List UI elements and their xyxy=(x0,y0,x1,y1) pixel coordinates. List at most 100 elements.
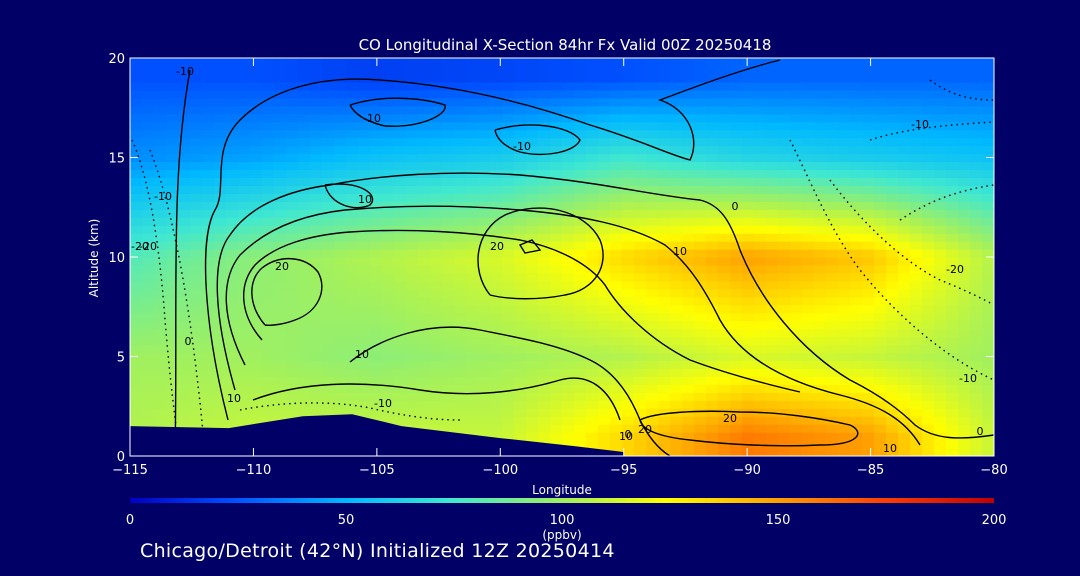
field-cell xyxy=(262,392,275,401)
field-cell xyxy=(178,217,191,226)
field-cell xyxy=(778,249,791,258)
field-cell xyxy=(574,280,587,290)
field-cell xyxy=(238,73,251,83)
field-cell xyxy=(718,272,731,282)
field-cell xyxy=(142,97,155,107)
field-cell xyxy=(898,320,911,330)
field-cell xyxy=(202,97,215,107)
field-cell xyxy=(346,320,359,330)
field-cell xyxy=(586,177,599,186)
field-cell xyxy=(958,424,971,433)
field-cell xyxy=(646,129,659,139)
field-cell xyxy=(934,249,947,258)
field-cell xyxy=(574,97,587,107)
field-cell xyxy=(226,272,239,282)
field-cell xyxy=(250,73,263,83)
field-cell xyxy=(166,257,179,266)
field-cell xyxy=(502,288,515,298)
field-cell xyxy=(718,392,731,401)
field-cell xyxy=(886,280,899,290)
field-cell xyxy=(370,336,383,346)
field-cell xyxy=(682,344,695,354)
field-cell xyxy=(598,121,611,131)
field-cell xyxy=(862,177,875,186)
field-cell xyxy=(826,392,839,401)
field-cell xyxy=(178,65,191,75)
field-cell xyxy=(262,193,275,202)
field-cell xyxy=(178,304,191,314)
field-cell xyxy=(718,121,731,131)
field-cell xyxy=(250,121,263,131)
field-cell xyxy=(634,440,647,449)
field-cell xyxy=(934,424,947,433)
field-cell xyxy=(742,296,755,306)
field-cell xyxy=(934,217,947,226)
field-cell xyxy=(706,264,719,274)
field-cell xyxy=(334,408,347,417)
field-cell xyxy=(874,296,887,306)
field-cell xyxy=(706,408,719,417)
field-cell xyxy=(898,121,911,131)
field-cell xyxy=(838,312,851,322)
field-cell xyxy=(346,217,359,226)
field-cell xyxy=(778,153,791,163)
field-cell xyxy=(610,73,623,83)
field-cell xyxy=(982,312,994,322)
field-cell xyxy=(346,272,359,282)
field-cell xyxy=(454,352,467,362)
field-cell xyxy=(430,336,443,346)
field-cell xyxy=(202,400,215,409)
field-cell xyxy=(622,440,635,449)
field-cell xyxy=(262,129,275,139)
field-cell xyxy=(418,400,431,409)
field-cell xyxy=(622,113,635,123)
field-cell xyxy=(718,288,731,298)
field-cell xyxy=(430,193,443,202)
field-cell xyxy=(418,344,431,354)
field-cell xyxy=(742,400,755,409)
field-cell xyxy=(358,272,371,282)
field-cell xyxy=(622,312,635,322)
field-cell xyxy=(250,193,263,202)
field-cell xyxy=(202,201,215,210)
field-cell xyxy=(394,201,407,210)
field-cell xyxy=(574,81,587,91)
field-cell xyxy=(202,328,215,338)
field-cell xyxy=(322,217,335,226)
field-cell xyxy=(934,241,947,250)
field-cell xyxy=(970,312,983,322)
field-cell xyxy=(922,264,935,274)
field-cell xyxy=(694,185,707,194)
field-cell xyxy=(958,432,971,441)
field-cell xyxy=(382,65,395,75)
field-cell xyxy=(454,73,467,83)
field-cell xyxy=(790,264,803,274)
field-cell xyxy=(394,225,407,234)
field-cell xyxy=(874,336,887,346)
field-cell xyxy=(514,209,527,218)
field-cell xyxy=(370,304,383,314)
field-cell xyxy=(166,288,179,298)
field-cell xyxy=(658,352,671,362)
field-cell xyxy=(730,288,743,298)
field-cell xyxy=(286,177,299,186)
field-cell xyxy=(226,113,239,123)
field-cell xyxy=(694,137,707,147)
field-cell xyxy=(502,58,515,67)
field-cell xyxy=(658,392,671,401)
field-cell xyxy=(742,81,755,91)
field-cell xyxy=(778,241,791,250)
field-cell xyxy=(742,360,755,370)
field-cell xyxy=(634,129,647,139)
field-cell xyxy=(382,312,395,322)
field-cell xyxy=(274,272,287,282)
field-cell xyxy=(514,58,527,67)
field-cell xyxy=(394,320,407,330)
field-cell xyxy=(934,65,947,75)
field-cell xyxy=(514,432,527,441)
field-cell xyxy=(190,145,203,155)
field-cell xyxy=(730,177,743,186)
field-cell xyxy=(886,360,899,370)
field-cell xyxy=(850,440,863,449)
